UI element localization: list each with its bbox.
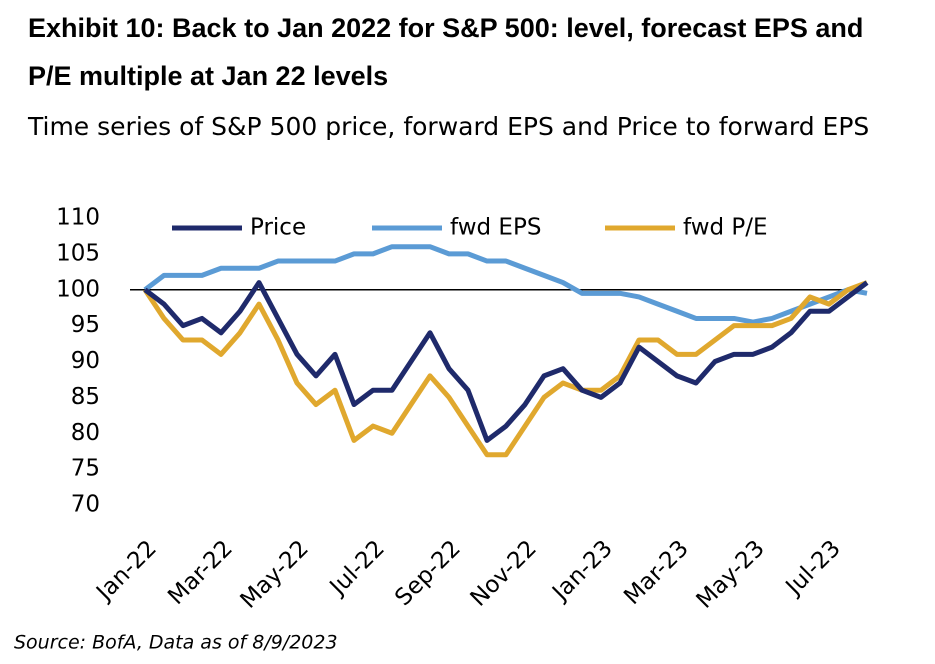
chart-title: Exhibit 10: Back to Jan 2022 for S&P 500… <box>28 13 863 91</box>
x-tick-label: May-22 <box>236 535 314 613</box>
x-tick-label: Mar-23 <box>619 535 694 610</box>
series-line <box>143 244 868 325</box>
x-tick-label: May-23 <box>692 535 770 613</box>
x-tick-label: Jul-22 <box>324 535 390 601</box>
x-tick-label: Sep-22 <box>390 535 466 611</box>
y-tick-label: 95 <box>71 312 100 338</box>
series-line <box>142 280 868 458</box>
y-tick-label: 85 <box>71 384 100 410</box>
y-tick-label: 110 <box>56 205 100 231</box>
chart-subtitle: Time series of S&P 500 price, forward EP… <box>27 112 869 141</box>
y-tick-label: 90 <box>71 348 100 374</box>
y-tick-label: 70 <box>71 492 100 518</box>
x-tick-label: Jan-23 <box>546 535 617 606</box>
series-line <box>143 280 869 443</box>
legend-label: fwd EPS <box>450 215 541 241</box>
y-tick-label: 75 <box>71 456 100 482</box>
x-tick-label: Jan-22 <box>90 535 161 606</box>
y-tick-label: 100 <box>56 276 100 302</box>
y-tick-label: 80 <box>71 420 100 446</box>
x-tick-label: Nov-22 <box>466 535 542 611</box>
x-tick-label: Mar-22 <box>163 535 238 610</box>
legend-label: Price <box>250 215 306 241</box>
legend-label: fwd P/E <box>683 215 768 241</box>
source-note: Source: BofA, Data as of 8/9/2023 <box>14 632 338 654</box>
x-tick-label: Jul-23 <box>780 535 846 601</box>
y-tick-label: 105 <box>56 240 100 266</box>
